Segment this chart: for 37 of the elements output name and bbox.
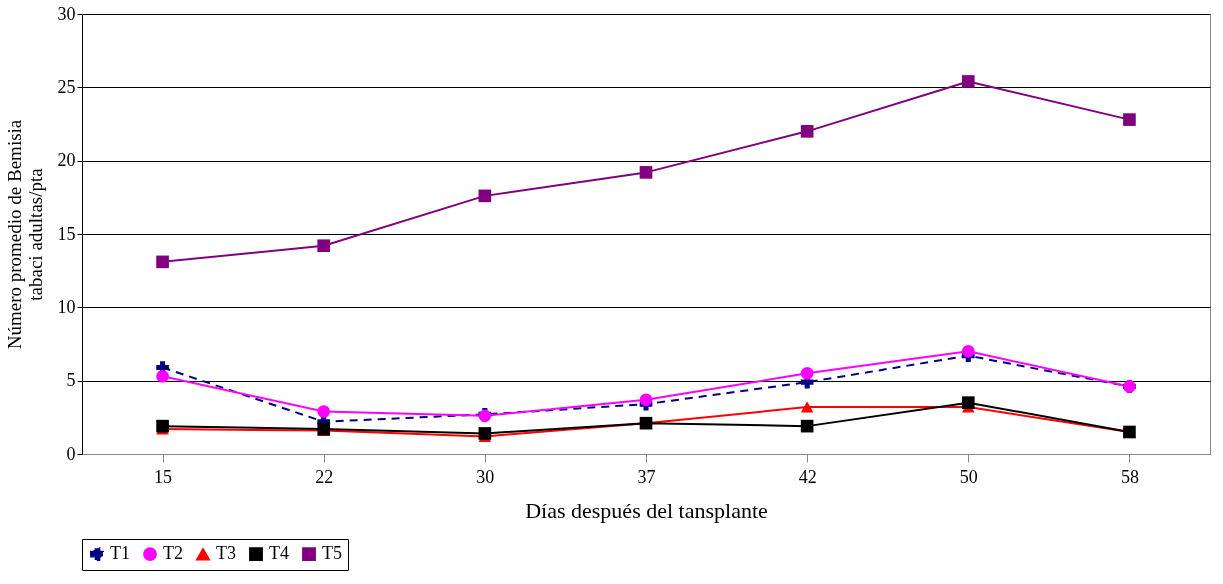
point: [961, 75, 975, 88]
point: [156, 369, 169, 383]
legend-label: T5: [322, 543, 342, 564]
legend-label: T1: [110, 543, 130, 564]
point: [639, 393, 653, 407]
x-tick-label: 37: [637, 466, 656, 487]
legend-label: T3: [216, 543, 236, 564]
y-tick-label: 20: [57, 150, 76, 171]
x-tick-label: 22: [315, 466, 334, 487]
point: [317, 239, 331, 253]
x-tick-label: 42: [798, 466, 817, 487]
legend-label: T2: [163, 543, 183, 564]
y-tick-label: 30: [57, 3, 76, 24]
y-tick-label: 5: [66, 370, 76, 391]
x-tick-label: 58: [1120, 466, 1139, 487]
y-axis-title: Número promedio de Bemisia tabaci adultas/pta: [3, 119, 46, 350]
y-tick-label: 10: [57, 296, 76, 317]
y-tick-label: 25: [57, 76, 76, 97]
point: [800, 367, 814, 380]
point: [800, 401, 814, 413]
y-tick-label: 15: [57, 223, 76, 244]
y-tick-label: 0: [66, 443, 76, 464]
legend-label: T4: [269, 543, 289, 564]
point: [317, 405, 331, 418]
point: [478, 189, 492, 203]
point: [800, 125, 814, 138]
x-tick-label: 15: [154, 466, 173, 487]
x-tick-label: 50: [959, 466, 978, 487]
point: [961, 345, 975, 358]
point: [800, 419, 814, 433]
point: [156, 255, 169, 269]
point: [156, 419, 169, 433]
x-tick-label: 30: [476, 466, 495, 487]
x-axis-title: Días después del tansplante: [525, 497, 768, 523]
point: [639, 166, 653, 179]
point: [961, 396, 975, 409]
point: [1123, 113, 1136, 126]
